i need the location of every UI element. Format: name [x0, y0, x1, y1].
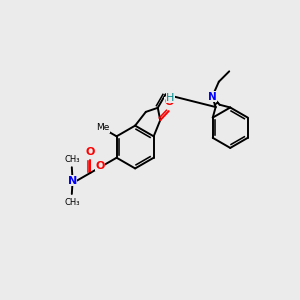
Text: N: N	[208, 92, 217, 102]
Text: CH₃: CH₃	[64, 198, 80, 207]
Text: CH₃: CH₃	[64, 155, 80, 164]
Text: O: O	[86, 146, 95, 157]
Text: N: N	[68, 176, 77, 186]
Text: O: O	[95, 161, 105, 171]
Text: Me: Me	[96, 123, 110, 132]
Text: H: H	[167, 93, 175, 103]
Text: O: O	[164, 97, 173, 107]
